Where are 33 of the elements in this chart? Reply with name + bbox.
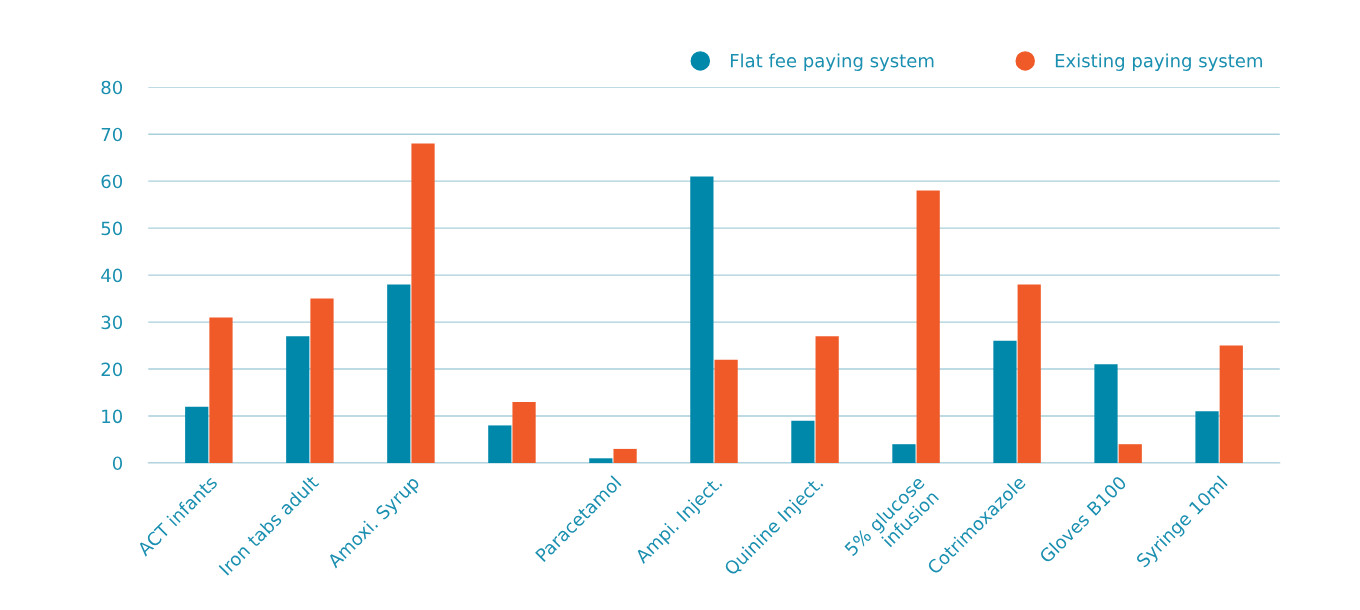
bar <box>1094 364 1118 463</box>
bar <box>310 298 334 463</box>
y-tick-label: 40 <box>101 268 123 283</box>
bar <box>613 448 637 463</box>
bar <box>387 284 411 463</box>
bar <box>185 406 209 463</box>
bar <box>512 401 536 463</box>
y-tick-label: 0 <box>112 456 123 471</box>
bar <box>916 190 940 463</box>
y-tick-label: 30 <box>101 315 123 330</box>
bar <box>1017 284 1041 463</box>
legend-label: Existing paying system <box>1055 53 1262 71</box>
bar <box>1219 345 1243 463</box>
legend-label: Flat fee paying system <box>730 53 934 71</box>
bar <box>791 420 815 463</box>
bar <box>589 458 613 463</box>
bar <box>815 336 839 463</box>
y-tick-label: 10 <box>102 409 123 424</box>
bar <box>209 317 233 463</box>
bar <box>690 176 714 463</box>
bar <box>286 336 310 463</box>
y-tick-label: 70 <box>101 127 123 142</box>
y-tick-label: 20 <box>101 362 123 377</box>
bar <box>1118 444 1142 463</box>
bar <box>993 340 1017 463</box>
y-tick-label: 60 <box>101 174 123 189</box>
bar <box>488 425 512 463</box>
bar <box>411 143 435 463</box>
y-tick-label: 50 <box>101 221 123 236</box>
y-tick-label: 80 <box>101 80 123 95</box>
bar <box>1195 411 1219 463</box>
bar <box>714 359 738 463</box>
bar <box>892 444 916 463</box>
